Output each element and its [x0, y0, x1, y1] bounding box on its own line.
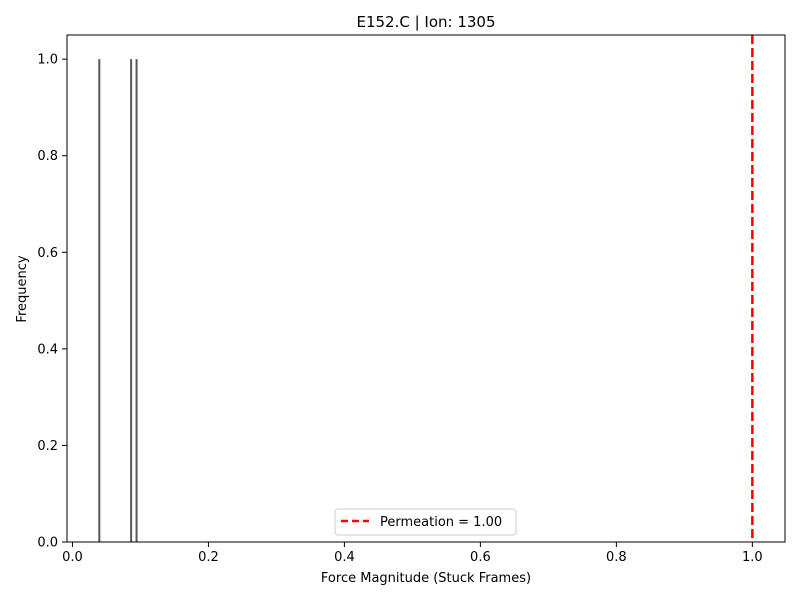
x-tick-label-5: 1.0 [742, 550, 763, 565]
y-tick-label-0: 0.0 [37, 536, 58, 551]
legend: Permeation = 1.00 [334, 508, 517, 536]
x-tick-label-1: 0.2 [198, 550, 219, 565]
y-tick-label-1: 0.2 [37, 439, 58, 454]
x-tick-label-4: 0.8 [606, 550, 627, 565]
y-tick-label-4: 0.8 [37, 149, 58, 164]
x-tick-label-2: 0.4 [334, 550, 355, 565]
x-axis-label: Force Magnitude (Stuck Frames) [321, 571, 531, 586]
x-tick-label-0: 0.0 [62, 550, 83, 565]
bars-layer [98, 59, 138, 542]
histogram-bar-2 [130, 59, 133, 542]
x-tick-label-3: 0.6 [470, 550, 491, 565]
legend-box [334, 508, 517, 536]
chart-title: E152.C | Ion: 1305 [356, 13, 495, 31]
y-tick-label-5: 1.0 [37, 53, 58, 68]
histogram-bar-3 [135, 59, 138, 542]
histogram-bar-1 [98, 59, 101, 542]
y-axis-ticks: 0.0 0.2 0.4 0.6 0.8 1.0 [37, 53, 67, 551]
x-axis-ticks: 0.0 0.2 0.4 0.6 0.8 1.0 [62, 542, 763, 565]
legend-label-permeation: Permeation = 1.00 [380, 515, 502, 530]
y-tick-label-3: 0.6 [37, 246, 58, 261]
y-axis-label: Frequency [15, 255, 30, 322]
plot-area-frame [66, 34, 786, 543]
y-tick-label-2: 0.4 [37, 342, 58, 357]
